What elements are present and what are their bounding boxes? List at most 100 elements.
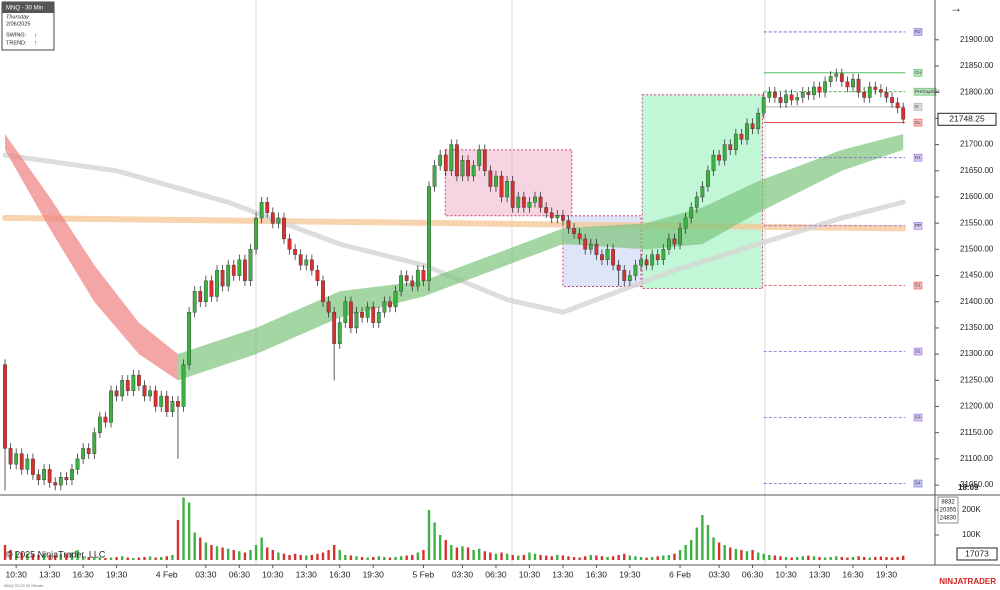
candle-body <box>53 482 58 486</box>
candle-body <box>862 91 867 98</box>
candle-body <box>644 259 649 266</box>
x-tick-label: 16:30 <box>329 569 351 579</box>
volume-bar <box>790 557 793 560</box>
swing-value: ↓ <box>34 33 37 39</box>
candle-body <box>784 94 788 103</box>
volume-bar <box>293 553 297 560</box>
level-label: O <box>915 104 919 109</box>
candle-body <box>471 165 476 177</box>
candle-body <box>823 81 827 93</box>
candle-body <box>97 416 102 433</box>
volume-bar <box>137 557 141 560</box>
x-tick-label: 16:30 <box>72 569 94 579</box>
candle-body <box>282 217 286 240</box>
candle-body <box>343 301 348 323</box>
candle-body <box>633 264 638 276</box>
candle-body <box>3 364 7 449</box>
candle-body <box>103 416 108 423</box>
volume-bar <box>807 555 810 560</box>
volume-bar <box>338 550 341 560</box>
volume-bar <box>768 555 771 560</box>
volume-bar <box>740 550 743 560</box>
candle-body <box>187 312 192 365</box>
volume-bar <box>59 554 63 560</box>
x-tick-label: 10:30 <box>6 569 28 579</box>
volume-bar <box>411 555 414 560</box>
volume-bar <box>355 556 358 560</box>
volume-bar <box>305 555 308 560</box>
x-tick-label: 06:30 <box>485 569 507 579</box>
info-day: Thursday <box>6 14 30 20</box>
level-tag <box>913 28 923 36</box>
candle-body <box>477 149 482 166</box>
candle-body <box>666 238 671 250</box>
swing-label: SWING: <box>6 32 27 38</box>
volume-bar <box>9 550 12 560</box>
volume-bar <box>109 557 113 560</box>
trend-value: ↑ <box>34 41 37 47</box>
candle-body <box>192 291 197 313</box>
candle-body <box>70 469 74 481</box>
candle-body <box>153 390 158 407</box>
volume-bar <box>288 555 291 560</box>
candle-body <box>265 202 270 213</box>
volume-bar <box>505 553 509 560</box>
volume-bar <box>868 557 871 560</box>
candle-body <box>901 107 906 120</box>
volume-bar <box>165 556 169 560</box>
volume-bar <box>606 557 609 560</box>
volume-bar <box>126 557 129 560</box>
scroll-arrow[interactable]: → <box>950 1 962 15</box>
candle-body <box>488 170 493 187</box>
candle-body <box>25 458 30 470</box>
volume-bar <box>427 510 431 560</box>
volume-bar <box>3 545 7 560</box>
volume-bar <box>299 555 302 560</box>
volume-bar <box>366 557 369 560</box>
candle-body <box>443 154 448 171</box>
candle-body <box>622 270 627 281</box>
volume-bar <box>42 553 46 560</box>
volume-bar <box>54 555 57 560</box>
candle-body <box>672 238 677 245</box>
price-layer <box>3 68 906 560</box>
candle-body <box>81 448 86 460</box>
volume-bar <box>544 555 548 560</box>
y-tick-label: 21200.00 <box>960 402 994 411</box>
volume-bar <box>37 555 40 560</box>
volume-bar <box>645 557 648 560</box>
info-box-header <box>2 2 54 13</box>
y-tick-label: 21850.00 <box>960 61 994 70</box>
candle-body <box>254 217 258 250</box>
candle-body <box>31 458 35 475</box>
candle-body <box>432 165 437 187</box>
volume-box-value: 8832 <box>941 500 955 506</box>
candle-body <box>516 196 521 208</box>
candle-body <box>19 453 24 470</box>
level-label: S3 <box>915 415 921 420</box>
level-label: PH/Gap/Mid <box>915 89 940 94</box>
y-tick-label: 21100.00 <box>960 454 993 463</box>
x-tick-label: 19:30 <box>876 569 898 579</box>
candle-body <box>856 78 861 93</box>
candle-body <box>209 280 214 297</box>
y-tick-label: 21400.00 <box>960 297 994 306</box>
volume-bar <box>712 537 715 560</box>
volume-bar <box>623 553 626 560</box>
volume-bar <box>226 548 230 560</box>
info-box: MNQ - 30 Min Thursday 2/06/2025 SWING: ↓… <box>1 1 55 51</box>
volume-bar <box>500 552 503 560</box>
x-tick-label: 16:30 <box>586 569 608 579</box>
brand: NINJATRADER <box>939 577 996 586</box>
candle-body <box>243 259 247 281</box>
volume-bar <box>193 532 196 560</box>
candle-body <box>845 81 850 88</box>
x-tick-label: 06:30 <box>229 569 251 579</box>
candle-body <box>293 249 298 255</box>
candle-body <box>137 374 141 386</box>
candle-body <box>404 275 409 281</box>
x-tick-label: 13:30 <box>552 569 574 579</box>
level-label: R2 <box>915 29 921 34</box>
volume-bar <box>182 497 185 560</box>
volume-box-value: 24830 <box>940 516 957 522</box>
